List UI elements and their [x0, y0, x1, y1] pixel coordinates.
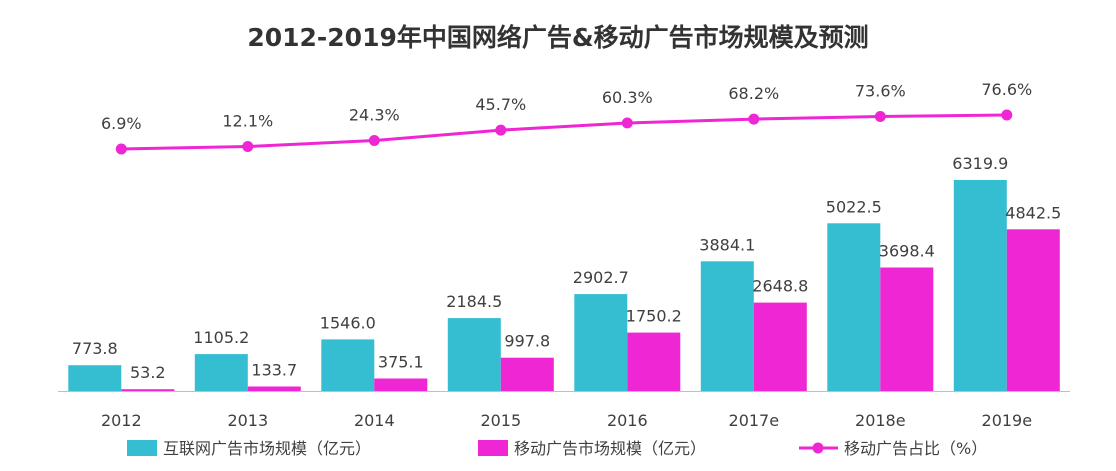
mobile-share-label: 60.3% [602, 88, 653, 107]
x-tick-label: 2018e [855, 411, 906, 430]
mobile-share-label: 73.6% [855, 82, 906, 101]
mobile-share-point [242, 141, 254, 152]
mobile-ad-bar-label: 997.8 [504, 332, 550, 351]
internet-ad-bar [68, 365, 122, 391]
mobile-ad-bar [627, 332, 681, 391]
internet-ad-bar [321, 339, 375, 391]
mobile-share-point [621, 117, 633, 129]
internet-ad-bar-label: 1546.0 [320, 313, 376, 332]
internet-ad-bar-label: 2902.7 [573, 268, 629, 287]
internet-ad-bar-label: 3884.1 [699, 235, 755, 254]
internet-ad-bar-label: 2184.5 [446, 292, 502, 311]
mobile-ad-bar-label: 3698.4 [879, 242, 935, 261]
mobile-share-label: 45.7% [475, 95, 526, 114]
internet-ad-bar-label: 5022.5 [826, 197, 882, 216]
x-tick-label: 2014 [354, 411, 395, 430]
internet-ad-bar [574, 294, 628, 391]
mobile-share-label: 24.3% [349, 106, 400, 125]
x-tick-label: 2012 [101, 411, 142, 430]
mobile-share-point [1001, 109, 1013, 121]
mobile-ad-bar-label: 53.2 [130, 363, 166, 382]
mobile-ad-bar [374, 378, 428, 391]
mobile-share-point [748, 113, 760, 125]
legend-label-internet: 互联网广告市场规模（亿元） [163, 439, 371, 458]
x-tick-label: 2016 [607, 411, 648, 430]
internet-ad-bar-label: 1105.2 [193, 328, 249, 347]
internet-ad-bar [827, 223, 881, 391]
x-tick-label: 2013 [227, 411, 268, 430]
mobile-share-line [121, 113, 1007, 151]
mobile-ad-bar [500, 357, 554, 391]
mobile-ad-bar [121, 389, 175, 391]
mobile-ad-bar [753, 302, 807, 391]
chart-title: 2012-2019年中国网络广告&移动广告市场规模及预测 [247, 23, 869, 52]
mobile-ad-bar [1006, 229, 1060, 391]
legend-label-share: 移动广告占比（%） [844, 439, 987, 458]
mobile-share-label: 12.1% [222, 112, 273, 131]
mobile-ad-bar-label: 375.1 [378, 353, 424, 372]
internet-ad-bar-label: 6319.9 [952, 154, 1008, 173]
legend-swatch-internet [127, 440, 157, 456]
mobile-share-point [115, 143, 127, 155]
mobile-share-label: 6.9% [101, 114, 142, 133]
mobile-share-label: 76.6% [981, 80, 1032, 99]
mobile-ad-bar-label: 2648.8 [752, 277, 808, 296]
mobile-share-label: 68.2% [728, 84, 779, 103]
mobile-share-point [874, 111, 886, 122]
mobile-ad-bar-label: 133.7 [251, 361, 297, 380]
mobile-share-point [495, 124, 507, 136]
mobile-ad-bar [880, 267, 934, 391]
mobile-share-point [368, 135, 380, 146]
x-tick-label: 2017e [729, 411, 780, 430]
internet-ad-bar-label: 773.8 [72, 339, 118, 358]
mobile-ad-bar-label: 1750.2 [626, 307, 682, 326]
legend-label-mobile: 移动广告市场规模（亿元） [514, 439, 706, 458]
legend-swatch-mobile [478, 440, 508, 456]
mobile-ad-bar-label: 4842.5 [1005, 203, 1061, 222]
mobile-ad-bar [247, 386, 301, 391]
x-tick-label: 2015 [480, 411, 521, 430]
internet-ad-bar [447, 318, 501, 391]
internet-ad-bar [194, 354, 248, 391]
internet-ad-bar [953, 180, 1007, 391]
legend-swatch-share-marker [812, 442, 824, 454]
internet-ad-bar [700, 261, 754, 391]
x-tick-label: 2019e [982, 411, 1033, 430]
